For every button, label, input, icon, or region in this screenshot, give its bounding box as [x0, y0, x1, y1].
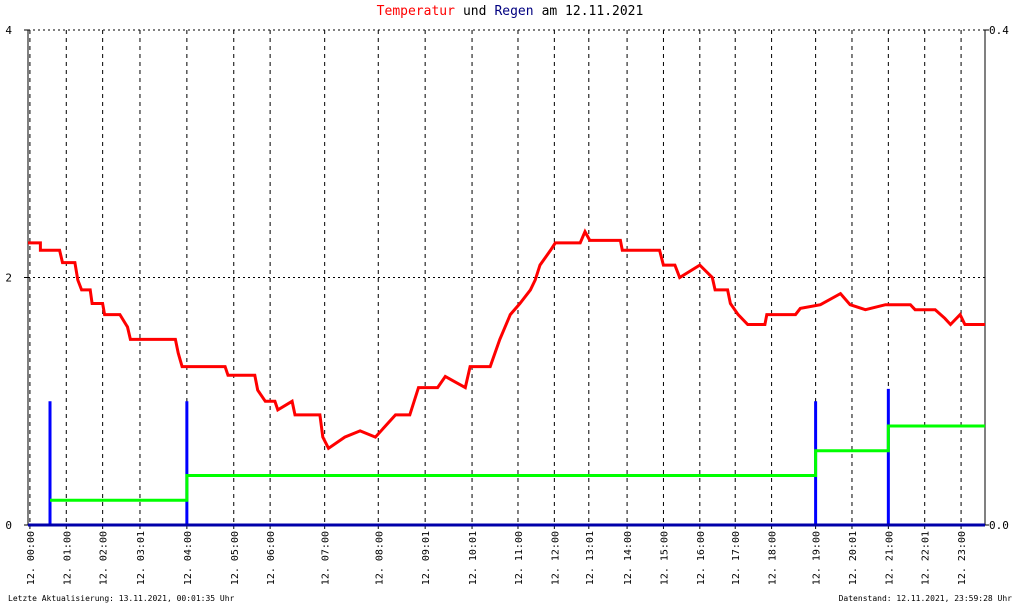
x-tick-label: 12. 05:00: [230, 531, 241, 585]
x-tick-label: 12. 06:00: [266, 531, 277, 585]
x-tick-label: 12. 11:00: [514, 531, 525, 585]
x-tick-label: 12. 10:01: [468, 531, 479, 585]
x-tick-label: 12. 08:00: [374, 531, 385, 585]
x-tick-label: 12. 01:00: [62, 531, 73, 585]
title-part: am 12.11.2021: [542, 4, 644, 19]
x-tick-label: 12. 14:00: [623, 531, 634, 585]
title-part: und: [463, 4, 486, 19]
x-tick-label: 12. 23:00: [957, 531, 968, 585]
chart-title: Temperatur und Regen am 12.11.2021: [377, 4, 644, 19]
x-tick-label: 12. 20:01: [848, 531, 859, 585]
series-line: [28, 228, 985, 451]
x-tick-label: 12. 13:01: [585, 531, 596, 585]
x-tick-label: 12. 18:00: [768, 531, 779, 585]
footer-right: Datenstand: 12.11.2021, 23:59:28 Uhr: [839, 594, 1013, 603]
title-part: Regen: [494, 4, 533, 19]
y2-tick-label: 0.4: [989, 24, 1009, 37]
y-tick-label: 0: [5, 519, 12, 532]
x-tick-label: 12. 15:00: [659, 531, 670, 585]
x-tick-label: 12. 07:00: [321, 531, 332, 585]
x-tick-label: 12. 16:00: [696, 531, 707, 585]
series-line: [50, 424, 985, 502]
x-tick-label: 12. 17:00: [731, 531, 742, 585]
y-tick-label: 4: [5, 24, 12, 37]
x-tick-label: 12. 12:00: [550, 531, 561, 585]
x-tick-label: 12. 19:00: [812, 531, 823, 585]
x-tick-label: 12. 02:00: [99, 531, 110, 585]
x-tick-label: 12. 03:01: [136, 531, 147, 585]
title-part: Temperatur: [377, 4, 455, 19]
x-tick-label: 12. 21:00: [884, 531, 895, 585]
x-tick-label: 12. 00:00: [26, 531, 37, 585]
y2-tick-label: 0.0: [989, 519, 1009, 532]
x-tick-label: 12. 22:01: [921, 531, 932, 585]
x-tick-label: 12. 09:01: [421, 531, 432, 585]
x-tick-label: 12. 04:00: [183, 531, 194, 585]
footer-left: Letzte Aktualisierung: 13.11.2021, 00:01…: [8, 594, 235, 603]
y-tick-label: 2: [5, 272, 12, 285]
